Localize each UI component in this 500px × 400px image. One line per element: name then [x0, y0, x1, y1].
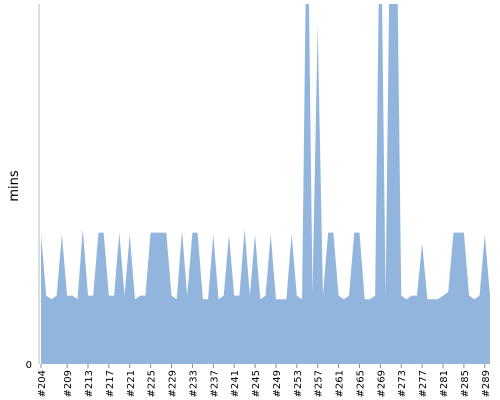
x-tick-label: #285	[460, 370, 471, 397]
plot-area	[41, 4, 490, 364]
x-tick-label: #269	[376, 370, 387, 397]
x-tick-label: #281	[439, 370, 450, 397]
x-tick-label: #253	[293, 370, 304, 397]
x-tick-label: #277	[418, 370, 429, 397]
x-tick-label: #237	[209, 370, 220, 397]
x-tick-label: #241	[230, 370, 241, 397]
x-tick-label: #261	[335, 370, 346, 397]
area-series	[41, 4, 490, 364]
x-tick-label: #233	[188, 370, 199, 397]
x-tick-label: #249	[272, 370, 283, 397]
x-tick-label: #217	[105, 370, 116, 397]
y-axis-label: mins	[7, 170, 22, 202]
x-tick-labels: #204 #209 #213 #217 #221 #225 #229 #233 #237 #241…	[37, 364, 492, 397]
x-tick-label: #221	[126, 370, 137, 397]
y-tick-label: 0	[26, 360, 32, 371]
x-tick-label: #204	[37, 370, 48, 397]
x-tick-label: #229	[168, 370, 179, 397]
x-tick-label: #257	[314, 370, 325, 397]
x-tick-label: #245	[251, 370, 262, 397]
x-tick-label: #273	[397, 370, 408, 397]
x-tick-label: #209	[63, 370, 74, 397]
x-tick-label: #213	[84, 370, 95, 397]
x-tick-label: #289	[481, 370, 492, 397]
x-tick-label: #225	[147, 370, 158, 397]
x-tick-label: #265	[355, 370, 366, 397]
